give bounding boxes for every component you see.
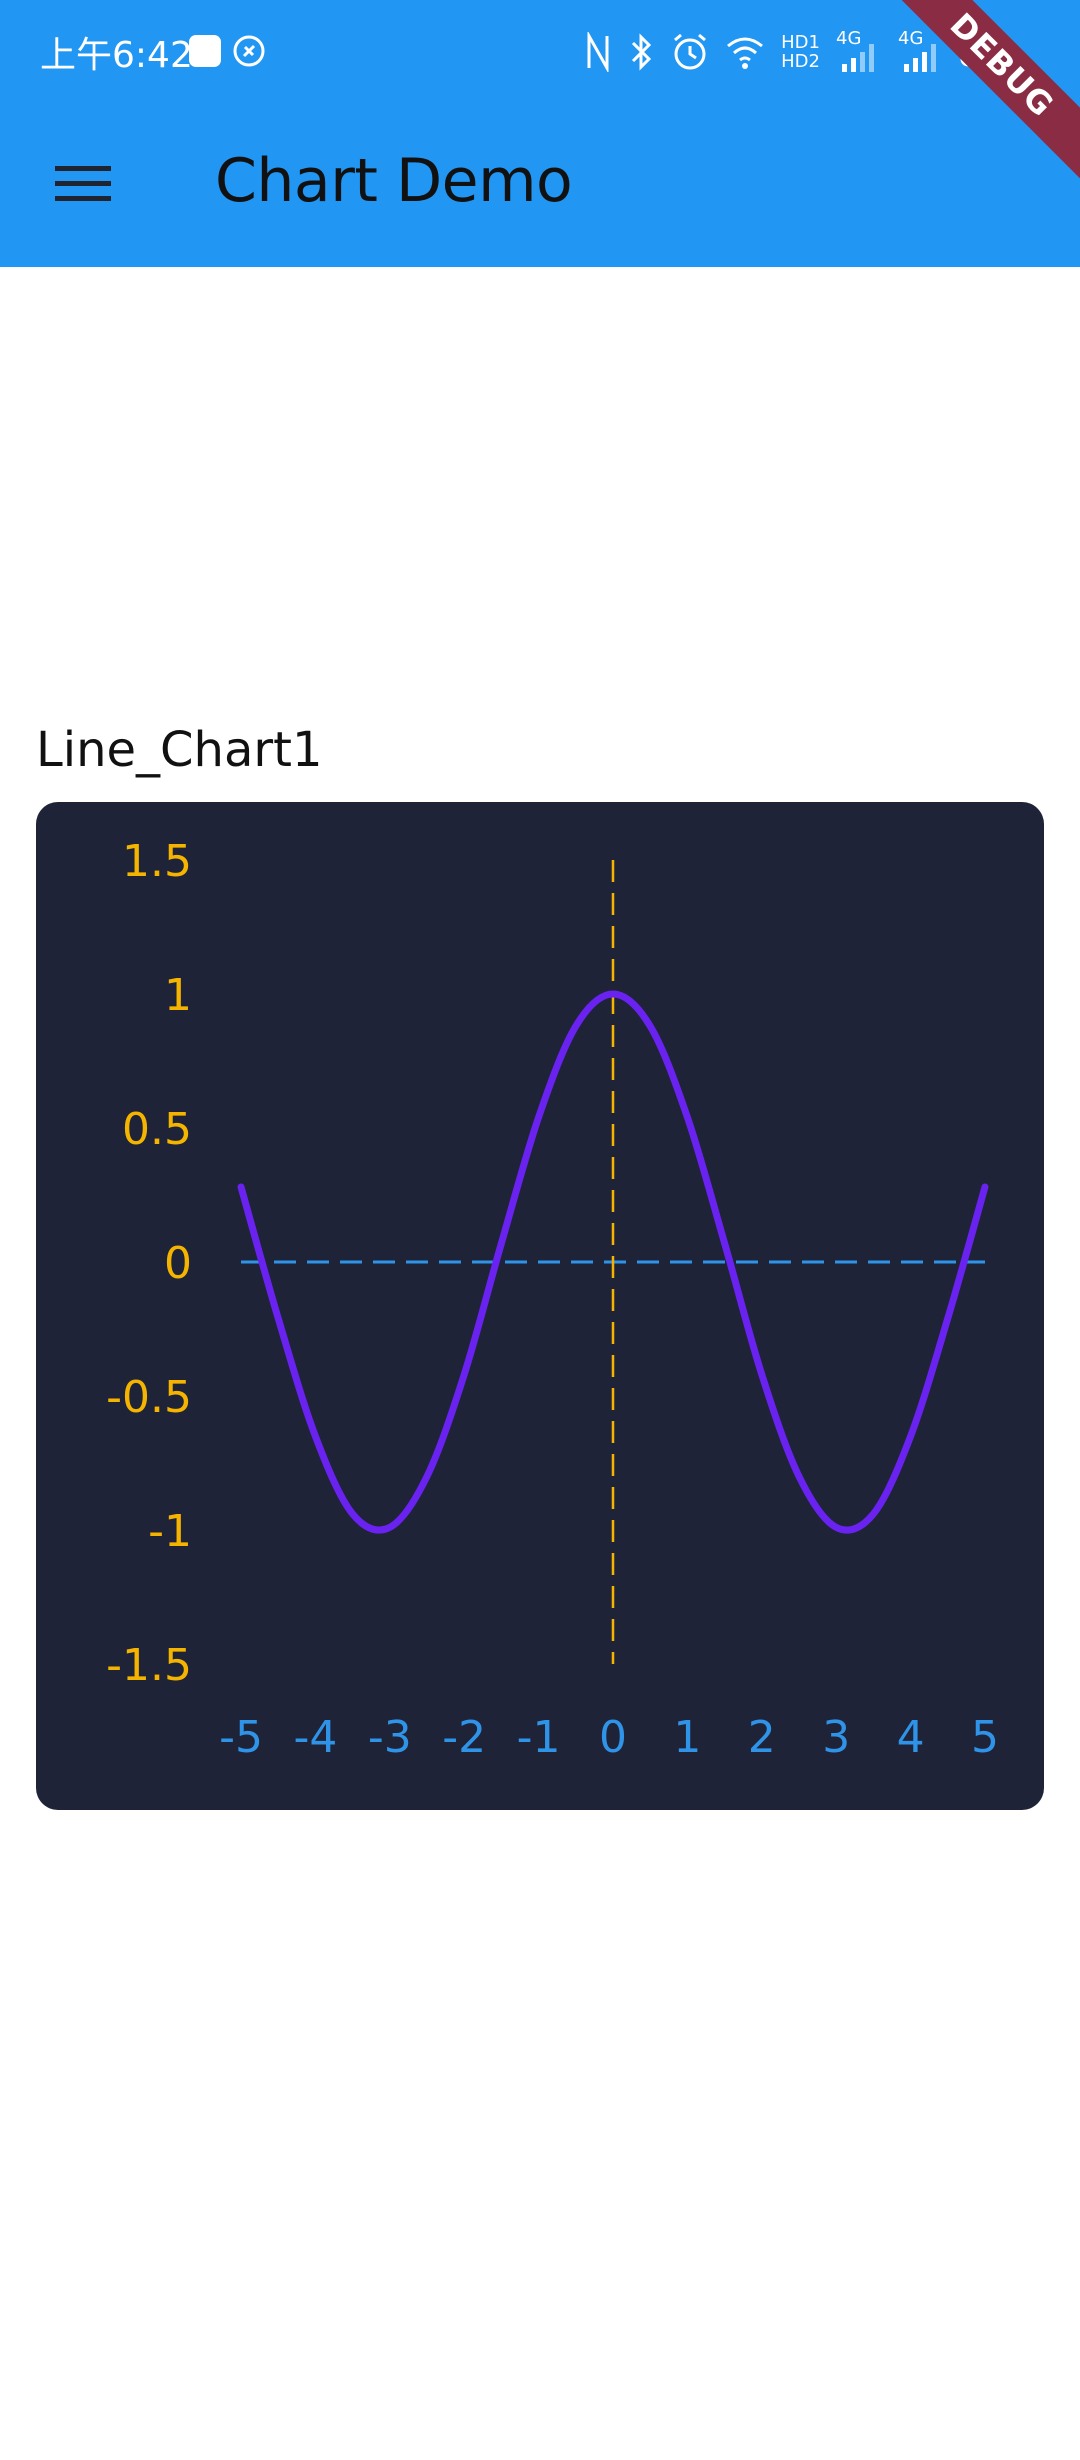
x-tick-label: 3 (822, 1712, 850, 1763)
y-tick-label: 1 (164, 970, 192, 1021)
page-title: Chart Demo (215, 146, 573, 216)
app-bar: 上午6:42 HD1 HD2 4G (0, 0, 1080, 267)
x-tick-label: 4 (897, 1712, 925, 1763)
signal-4g-label: 4G (836, 28, 862, 49)
x-tick-label: -1 (517, 1712, 561, 1763)
y-tick-label: -1 (148, 1506, 192, 1557)
status-icons: HD1 HD2 4G 4G (585, 28, 1020, 74)
signal-4g-icon-2: 4G (898, 28, 944, 74)
location-circle-icon (232, 34, 266, 68)
x-tick-label: -5 (219, 1712, 263, 1763)
hamburger-menu-icon (55, 166, 111, 201)
y-tick-label: 0 (164, 1238, 192, 1289)
hd1-label: HD1 (781, 32, 820, 53)
x-tick-label: 2 (748, 1712, 776, 1763)
status-time: 上午6:42 (40, 35, 193, 76)
notification-square-icon (188, 34, 222, 68)
hd2-label: HD2 (781, 51, 820, 72)
y-tick-label: -1.5 (106, 1640, 192, 1691)
toolbar: Chart Demo (0, 100, 1080, 267)
alarm-icon (671, 32, 709, 72)
signal-4g-label-2: 4G (898, 28, 924, 49)
x-tick-label: 0 (599, 1712, 627, 1763)
dual-sim-hd-icon: HD1 HD2 (781, 33, 820, 71)
x-tick-label: 5 (971, 1712, 999, 1763)
chart-title: Line_Chart1 (36, 722, 323, 778)
y-tick-label: 0.5 (122, 1104, 192, 1155)
series-line (237, 990, 989, 1534)
x-tick-label: 1 (673, 1712, 701, 1763)
menu-button[interactable] (38, 148, 128, 220)
x-tick-label: -2 (442, 1712, 486, 1763)
bluetooth-icon (627, 32, 655, 72)
wifi-icon (725, 34, 765, 70)
x-tick-label: -3 (368, 1712, 412, 1763)
y-tick-label: 1.5 (122, 836, 192, 887)
x-tick-label: -4 (293, 1712, 337, 1763)
y-tick-label: -0.5 (106, 1372, 192, 1423)
line-chart: 1.5 1 0.5 0 -0.5 -1 -1.5 -5 -4 -3 -2 -1 0 1 2 3 4 5 (36, 802, 1044, 1810)
nfc-icon (585, 32, 611, 72)
signal-4g-icon: 4G (836, 28, 882, 74)
line-chart-svg: 1.510.50-0.5-1-1.5-5 -4 -3 -2 -1 0 1 2 3 4 5 (106, 836, 999, 1763)
status-bar: 上午6:42 HD1 HD2 4G (0, 0, 1080, 100)
